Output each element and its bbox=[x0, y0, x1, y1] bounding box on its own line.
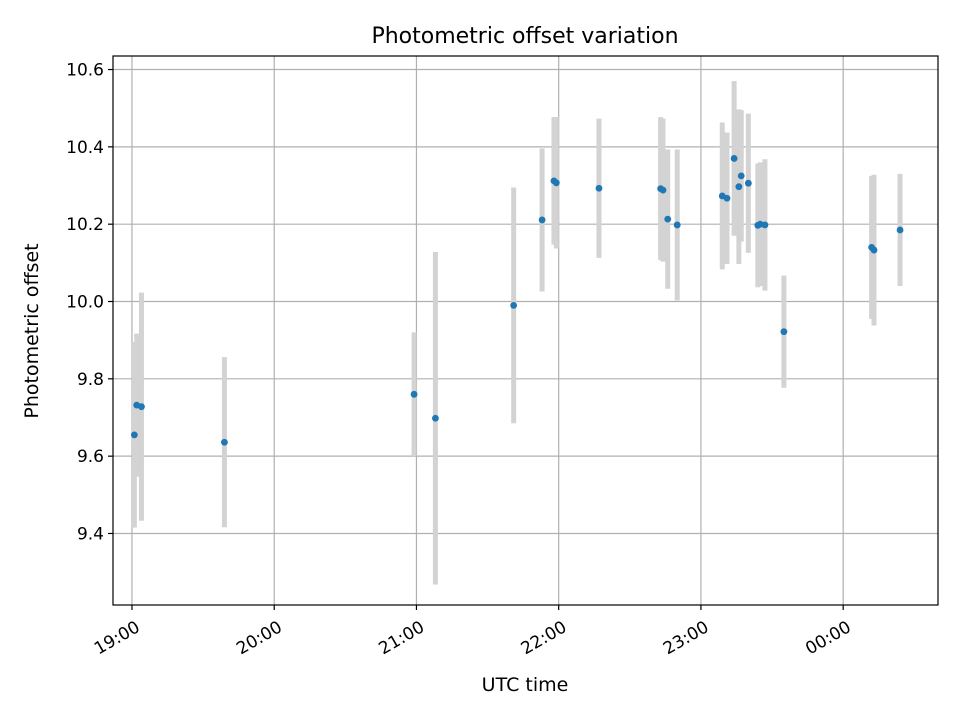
plot-frame bbox=[112, 55, 939, 606]
data-point bbox=[896, 226, 904, 234]
data-point bbox=[744, 179, 752, 187]
y-tick-label: 9.6 bbox=[77, 447, 104, 467]
data-point bbox=[761, 221, 769, 229]
grid bbox=[113, 56, 938, 605]
x-axis-label: UTC time bbox=[482, 674, 569, 696]
y-axis: 9.4 9.6 9.8 10.0 10.2 10.4 10.6 bbox=[66, 61, 113, 544]
y-tick-label: 10.2 bbox=[66, 215, 104, 235]
data-point bbox=[595, 184, 603, 192]
data-points bbox=[130, 155, 904, 446]
y-tick-label: 10.4 bbox=[66, 138, 104, 158]
data-point bbox=[737, 172, 745, 180]
data-point bbox=[735, 183, 743, 191]
plot-area-background bbox=[113, 56, 938, 605]
data-point bbox=[538, 216, 546, 224]
chart-title: Photometric offset variation bbox=[371, 24, 678, 49]
data-point bbox=[552, 179, 560, 187]
data-point bbox=[780, 328, 788, 336]
y-tick-label: 10.6 bbox=[66, 61, 104, 81]
data-point bbox=[432, 414, 439, 422]
y-tick-label: 9.4 bbox=[77, 524, 104, 544]
y-tick-label: 9.8 bbox=[77, 370, 104, 390]
data-point bbox=[130, 431, 138, 439]
data-point bbox=[410, 390, 418, 398]
data-point bbox=[659, 186, 667, 194]
data-point bbox=[730, 155, 738, 162]
data-point bbox=[870, 246, 878, 254]
data-point bbox=[138, 403, 145, 411]
data-point bbox=[664, 215, 672, 223]
data-point bbox=[673, 221, 681, 229]
y-tick-label: 10.0 bbox=[66, 293, 104, 313]
data-point bbox=[510, 301, 518, 309]
y-axis-label: Photometric offset bbox=[21, 243, 43, 418]
data-point bbox=[723, 194, 731, 202]
data-point bbox=[221, 438, 228, 446]
